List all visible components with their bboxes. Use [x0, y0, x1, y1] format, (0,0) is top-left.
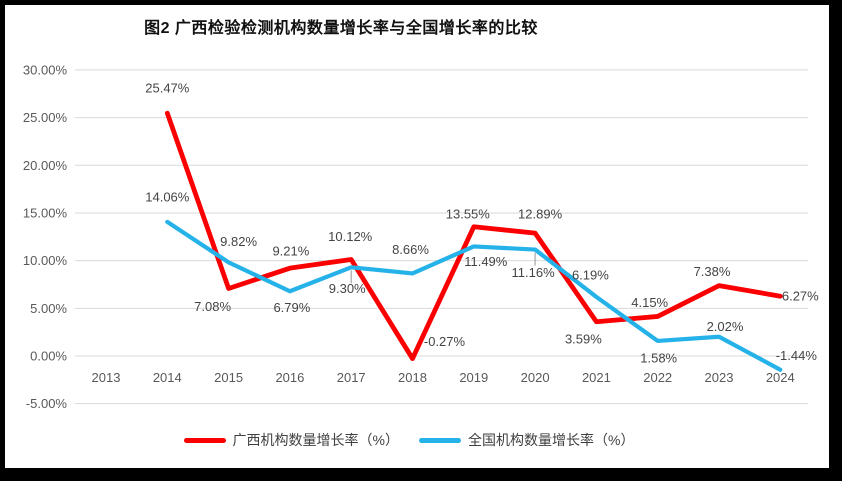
data-point-label: 9.30%	[329, 281, 366, 296]
data-point-label: 7.38%	[694, 264, 731, 279]
data-point-label: 6.79%	[273, 300, 310, 315]
data-point-label: -0.27%	[424, 334, 466, 349]
x-axis-tick-label: 2014	[153, 370, 182, 385]
data-point-label: 11.16%	[512, 265, 556, 280]
data-point-label: 4.15%	[631, 295, 668, 310]
x-axis-tick-label: 2016	[275, 370, 304, 385]
data-point-label: 12.89%	[518, 207, 563, 222]
x-axis-tick-label: 2020	[521, 370, 550, 385]
data-point-label: 2.02%	[707, 319, 744, 334]
guangxi-series-swatch-icon	[183, 437, 226, 443]
x-axis-tick-label: 2024	[766, 370, 795, 385]
chart-legend: 广西机构数量增长率（%） 全国机构数量增长率（%）	[5, 430, 813, 450]
chart-canvas: 图2 广西检验检测机构数量增长率与全国增长率的比较 30.00% 25.00% 20…	[5, 5, 829, 468]
series-line-national[interactable]	[165, 219, 783, 372]
data-point-label: 11.49%	[464, 254, 508, 269]
data-point-label: 10.12%	[328, 229, 373, 244]
y-axis-tick-label: 10.00%	[23, 253, 68, 268]
x-axis-tick-label: 2015	[214, 370, 243, 385]
data-point-label: 6.27%	[782, 289, 819, 304]
data-point-label: 9.21%	[272, 244, 309, 259]
data-point-label: 13.55%	[446, 206, 491, 221]
y-axis-tick-label: 30.00%	[23, 62, 68, 77]
x-axis-tick-label: 2021	[582, 370, 611, 385]
y-axis-tick-label: 25.00%	[23, 110, 68, 125]
data-point-label: 1.58%	[640, 350, 677, 365]
x-axis-tick-label: 2013	[92, 370, 121, 385]
data-point-label: -1.44%	[776, 348, 818, 363]
data-point-label: 7.08%	[194, 299, 231, 314]
y-axis-tick-label: -5.00%	[26, 396, 68, 411]
data-point-label: 14.06%	[145, 189, 190, 204]
data-point-label: 8.66%	[392, 242, 429, 257]
legend-label-national: 全国机构数量增长率（%）	[468, 432, 635, 448]
data-point-label: 25.47%	[145, 81, 190, 96]
line-chart-plot: 30.00% 25.00% 20.00% 15.00% 10.00% 5.00% 0.00%…	[23, 62, 819, 411]
legend-item-national[interactable]: 全国机构数量增长率（%）	[419, 430, 634, 450]
x-axis-tick-label: 2018	[398, 370, 427, 385]
y-axis-tick-label: 5.00%	[30, 301, 67, 316]
data-point-label: 6.19%	[572, 267, 609, 282]
x-axis-tick-label: 2023	[705, 370, 734, 385]
series-line-guangxi[interactable]	[164, 110, 783, 361]
legend-item-guangxi[interactable]: 广西机构数量增长率（%）	[183, 430, 399, 450]
x-axis-tick-label: 2022	[643, 370, 672, 385]
data-point-label: 9.82%	[220, 234, 257, 249]
y-axis-tick-label: 0.00%	[30, 349, 67, 364]
y-axis-tick-label: 20.00%	[23, 158, 68, 173]
chart-title: 图2 广西检验检测机构数量增长率与全国增长率的比较	[144, 20, 538, 37]
legend-label-guangxi: 广西机构数量增长率（%）	[232, 432, 399, 448]
data-point-label: 3.59%	[565, 331, 602, 346]
x-axis-tick-label: 2017	[337, 370, 366, 385]
national-series-swatch-icon	[419, 437, 461, 443]
x-axis-tick-label: 2019	[459, 370, 488, 385]
y-axis-tick-label: 15.00%	[23, 205, 68, 220]
